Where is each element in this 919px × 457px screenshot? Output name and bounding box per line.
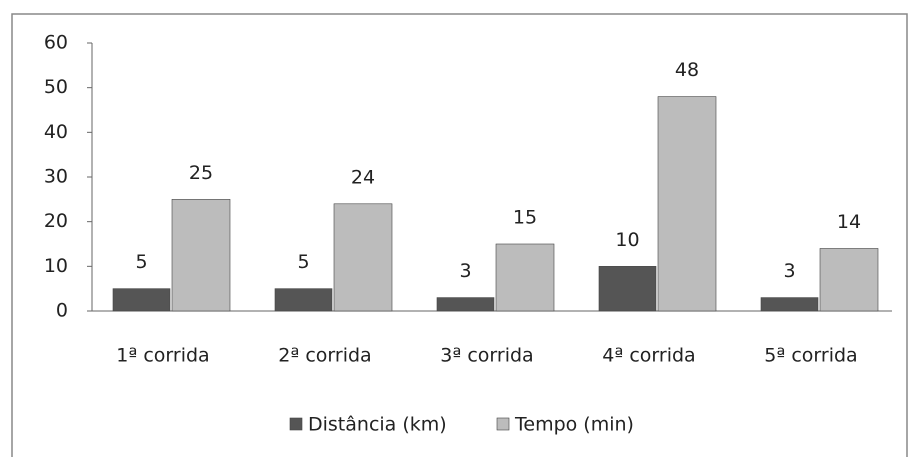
x-tick-label: 5ª corrida (764, 345, 857, 367)
x-tick-label: 1ª corrida (116, 345, 209, 367)
x-tick-label: 2ª corrida (278, 345, 371, 367)
bar (171, 199, 231, 312)
legend-label: Distância (km) (308, 414, 447, 436)
legend-label: Tempo (min) (514, 414, 634, 436)
data-label: 10 (615, 229, 639, 251)
data-label: 14 (837, 211, 861, 233)
x-tick-label: 4ª corrida (602, 345, 695, 367)
data-label: 5 (297, 251, 309, 273)
bar (598, 266, 657, 312)
bar (112, 288, 171, 312)
data-label: 48 (675, 59, 699, 81)
legend-swatch (496, 417, 510, 431)
data-label: 3 (459, 260, 471, 282)
y-tick-label: 30 (44, 166, 68, 188)
data-label: 3 (783, 260, 795, 282)
bar (760, 297, 819, 312)
x-tick-label: 3ª corrida (440, 345, 533, 367)
chart-frame (11, 13, 908, 457)
bar (657, 96, 717, 312)
data-label: 15 (513, 207, 537, 229)
y-tick-label: 60 (44, 32, 68, 54)
bar (495, 243, 555, 312)
y-tick-label: 0 (56, 300, 68, 322)
y-tick-label: 20 (44, 210, 68, 232)
y-tick-label: 50 (44, 76, 68, 98)
bar (274, 288, 333, 312)
bar (333, 203, 393, 312)
data-label: 25 (189, 162, 213, 184)
bar (819, 248, 879, 312)
data-label: 5 (135, 251, 147, 273)
legend-swatch (289, 417, 303, 431)
y-tick-label: 40 (44, 121, 68, 143)
bar (436, 297, 495, 312)
y-tick-label: 10 (44, 255, 68, 277)
data-label: 24 (351, 166, 375, 188)
